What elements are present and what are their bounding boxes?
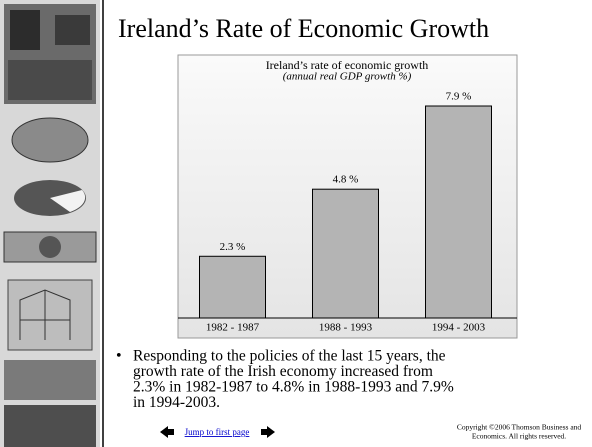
value-label: 4.8 % xyxy=(333,174,359,186)
prev-arrow[interactable] xyxy=(160,426,174,438)
bullet-dot: • xyxy=(116,348,122,365)
x-tick-label: 1982 - 1987 xyxy=(206,322,260,334)
value-label: 7.9 % xyxy=(446,91,472,103)
first-page-link[interactable]: Jump to first page xyxy=(185,427,250,437)
copyright: Copyright ©2006 Thomson Business and xyxy=(457,423,582,432)
value-label: 2.3 % xyxy=(220,241,246,253)
bullet-text: 2.3% in 1982-1987 to 4.8% in 1988-1993 a… xyxy=(133,379,454,396)
chart-subtitle: (annual real GDP growth %) xyxy=(283,71,412,83)
bar xyxy=(199,255,266,319)
next-arrow[interactable] xyxy=(261,426,275,438)
bullet-text: Responding to the policies of the last 1… xyxy=(133,348,446,365)
decorative-strip xyxy=(0,0,100,447)
bullet-text: growth rate of the Irish economy increas… xyxy=(133,363,433,380)
chart-title: Ireland’s rate of economic growth xyxy=(266,58,429,72)
bar xyxy=(425,105,492,319)
slide-title: Ireland’s Rate of Economic Growth xyxy=(118,14,489,43)
x-tick-label: 1994 - 2003 xyxy=(432,322,486,334)
bullet-text: in 1994-2003. xyxy=(133,394,220,411)
x-tick-label: 1988 - 1993 xyxy=(319,322,373,334)
copyright: Economics. All rights reserved. xyxy=(472,432,566,441)
bar xyxy=(312,188,379,319)
